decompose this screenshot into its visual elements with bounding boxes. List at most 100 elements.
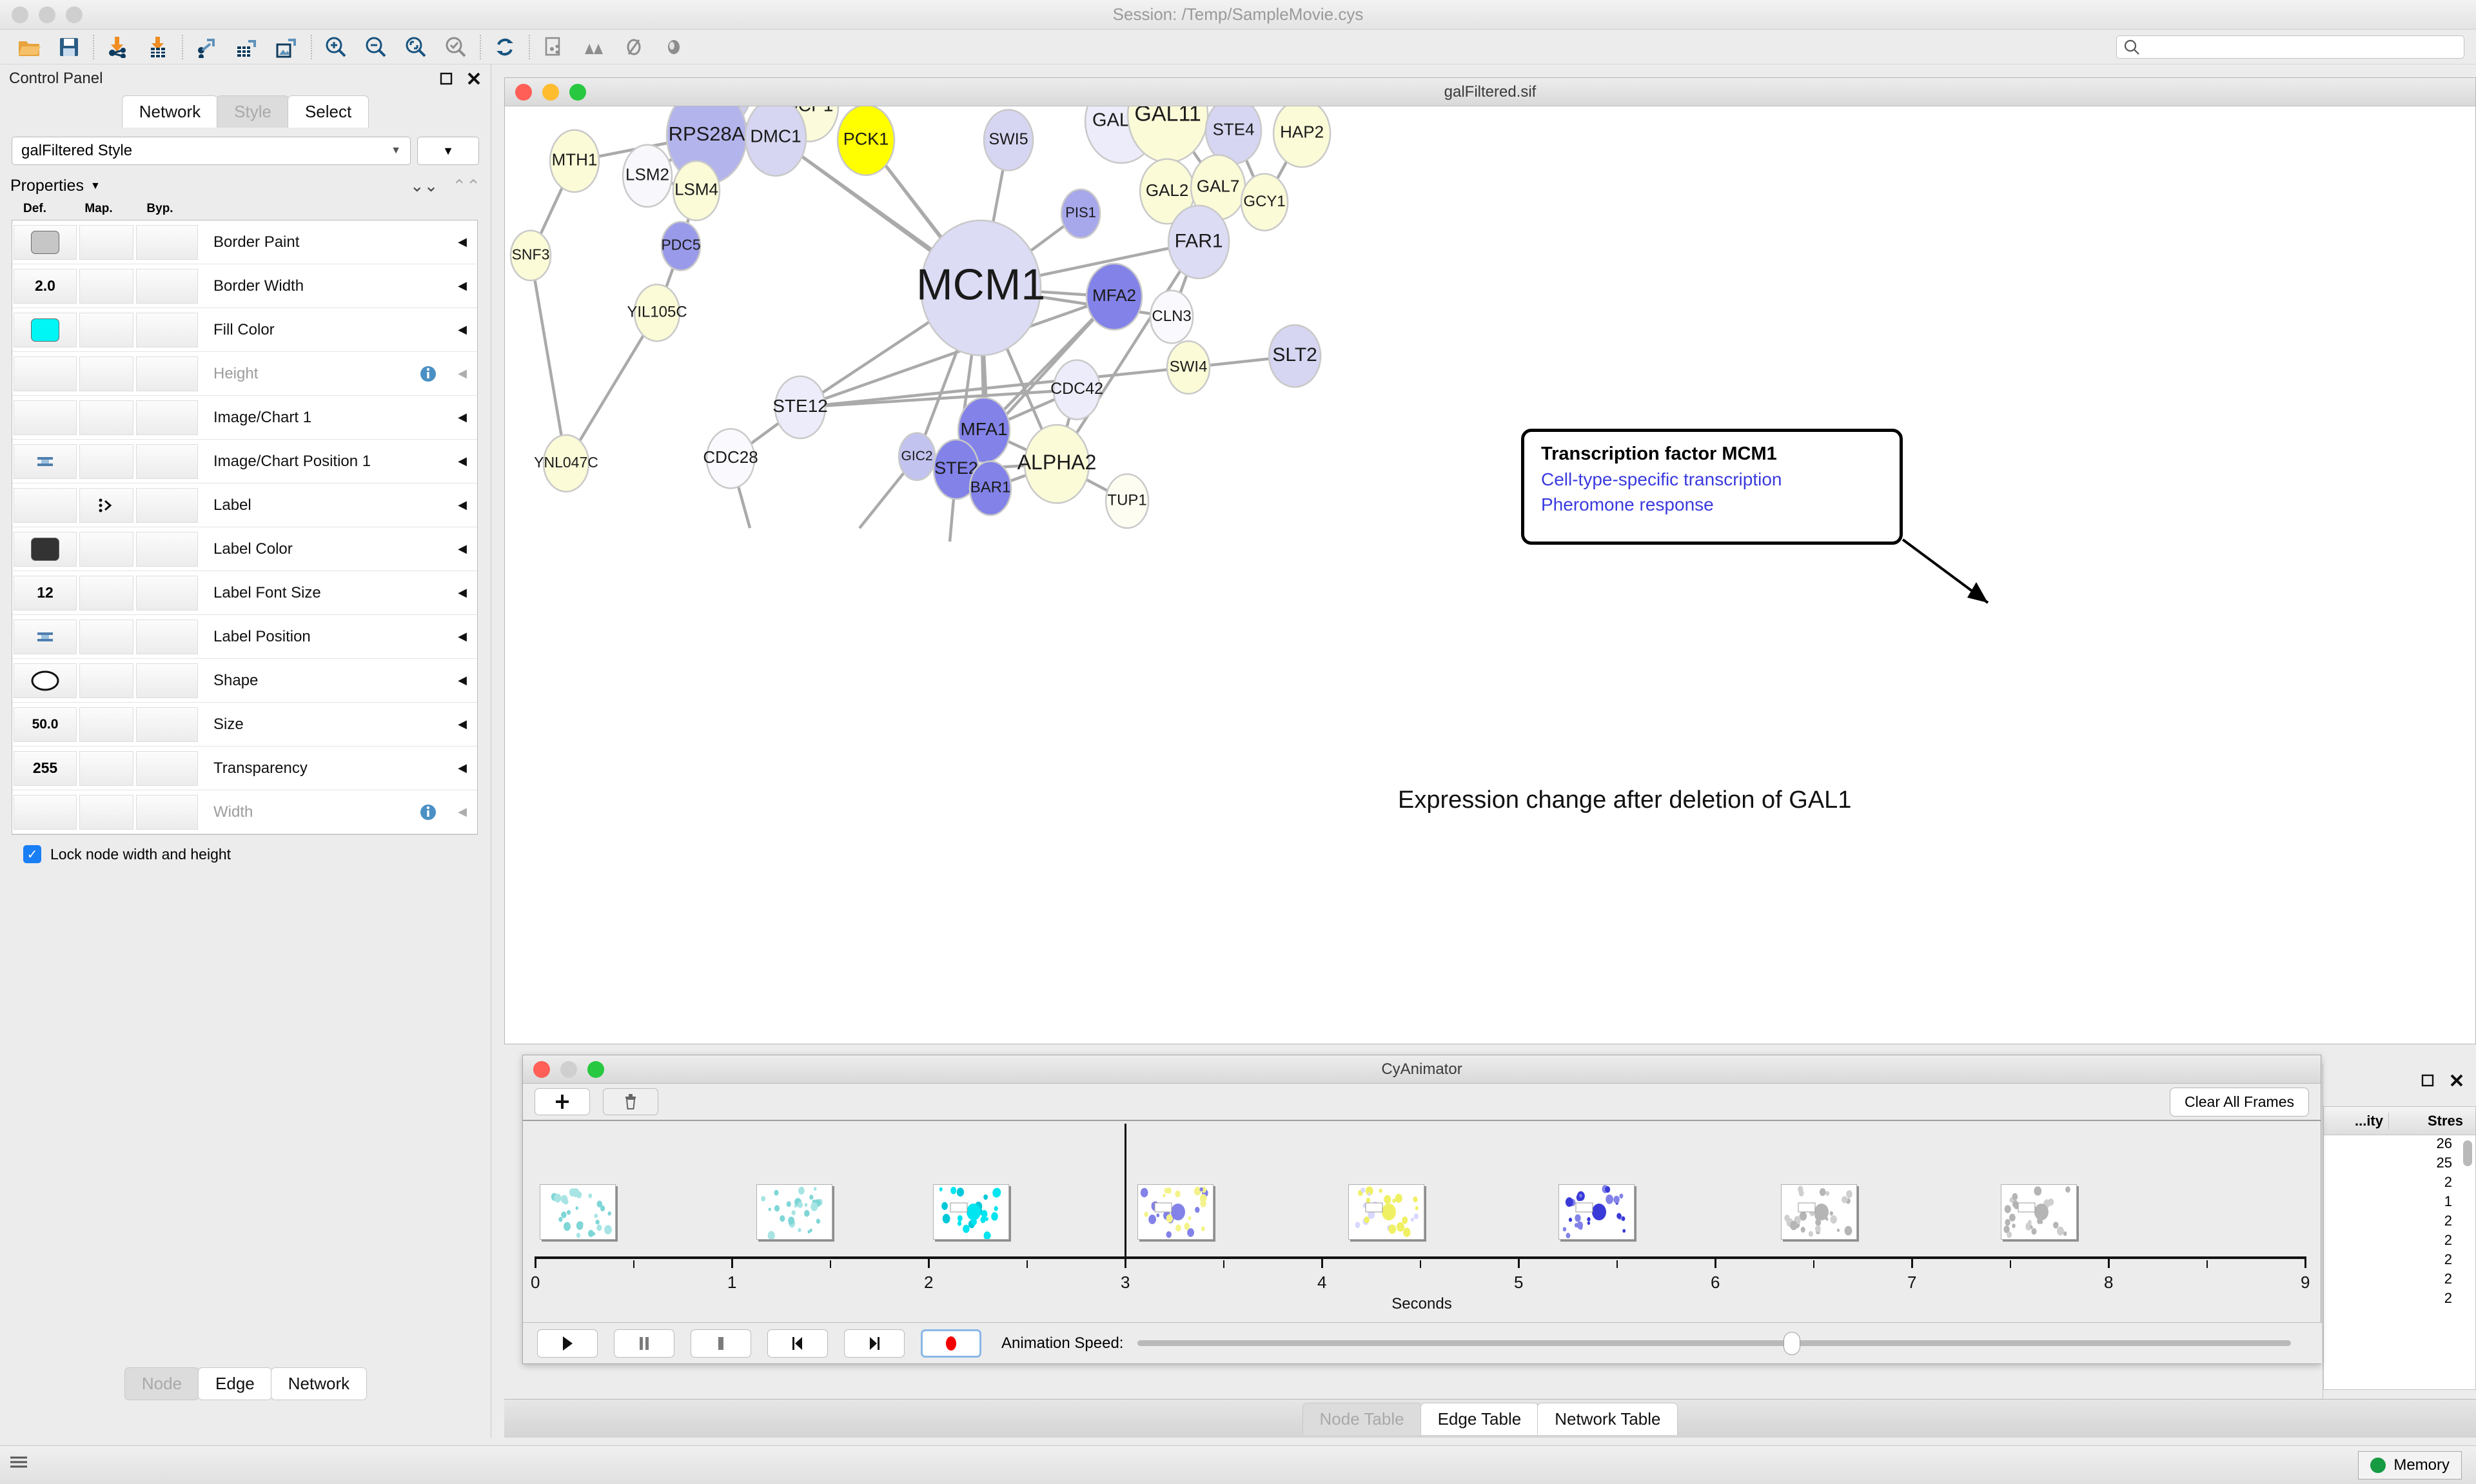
timeline-frame[interactable]	[1348, 1184, 1424, 1240]
network-node[interactable]: TUP1	[1106, 474, 1148, 528]
network-node[interactable]: CLN3	[1150, 291, 1193, 344]
table-cell[interactable]: 2	[2324, 1232, 2475, 1251]
property-default-cell[interactable]	[14, 488, 77, 523]
next-frame-button[interactable]	[844, 1329, 905, 1358]
network-node[interactable]: PIS1	[1061, 190, 1100, 238]
close-window-button[interactable]	[12, 6, 28, 23]
expand-arrow-icon[interactable]: ◀	[458, 454, 467, 468]
property-default-cell[interactable]	[14, 532, 77, 567]
close-icon[interactable]	[2449, 1073, 2464, 1088]
network-node[interactable]: ALPHA2	[1017, 425, 1097, 503]
color-swatch[interactable]	[31, 231, 59, 254]
property-bypass-cell[interactable]	[136, 313, 198, 347]
info-icon[interactable]	[419, 365, 437, 383]
property-mapping-cell[interactable]	[79, 663, 133, 698]
table-cell[interactable]: 2	[2324, 1290, 2475, 1309]
property-default-cell[interactable]: 255	[14, 751, 77, 786]
property-row[interactable]: Image/Chart Position 1 ◀	[12, 440, 477, 483]
expand-arrow-icon[interactable]: ◀	[458, 674, 467, 687]
table-panel-body[interactable]: ...ity Stres 26 25 2 1 2 2 2 2 2	[2323, 1106, 2476, 1390]
network-node[interactable]: MCM1	[916, 220, 1045, 355]
property-row[interactable]: 12 Label Font Size ◀	[12, 571, 477, 615]
table-cell[interactable]: 2	[2324, 1251, 2475, 1271]
property-mapping-cell[interactable]	[79, 532, 133, 567]
property-row[interactable]: Fill Color ◀	[12, 308, 477, 352]
property-row[interactable]: Label ◀	[12, 483, 477, 527]
tab-network-style[interactable]: Network	[271, 1367, 367, 1400]
window-traffic-lights[interactable]	[12, 6, 83, 23]
property-bypass-cell[interactable]	[136, 400, 198, 435]
property-mapping-cell[interactable]	[79, 225, 133, 260]
property-mapping-cell[interactable]	[79, 313, 133, 347]
property-default-cell[interactable]	[14, 795, 77, 830]
export-network-icon[interactable]	[187, 30, 227, 64]
timeline-frame[interactable]	[933, 1184, 1009, 1240]
property-mapping-cell[interactable]	[79, 269, 133, 304]
play-button[interactable]	[537, 1329, 598, 1358]
table-cell[interactable]: 25	[2324, 1155, 2475, 1174]
property-row[interactable]: Width ◀	[12, 790, 477, 834]
clear-all-frames-button[interactable]: Clear All Frames	[2170, 1088, 2309, 1117]
close-cyanimator-button[interactable]	[533, 1061, 550, 1078]
property-bypass-cell[interactable]	[136, 356, 198, 391]
property-row[interactable]: Shape ◀	[12, 659, 477, 703]
open-folder-icon[interactable]	[9, 30, 49, 64]
maximize-network-button[interactable]	[569, 84, 586, 101]
record-button[interactable]	[921, 1329, 981, 1358]
stop-button[interactable]	[691, 1329, 751, 1358]
timeline-frame[interactable]	[540, 1184, 616, 1240]
zoom-out-icon[interactable]	[356, 30, 396, 64]
expand-all-icon[interactable]: ⌄⌄	[410, 176, 438, 196]
network-node[interactable]: YIL105C	[627, 284, 687, 341]
property-default-cell[interactable]	[14, 620, 77, 654]
timeline-frame[interactable]	[1781, 1184, 1857, 1240]
animation-speed-slider[interactable]	[1137, 1340, 2291, 1346]
network-node[interactable]: BAR1	[970, 462, 1011, 516]
network-node[interactable]: PDC5	[661, 222, 700, 270]
color-swatch[interactable]	[31, 538, 59, 561]
expand-arrow-icon[interactable]: ◀	[458, 498, 467, 512]
hide-icon[interactable]	[614, 30, 654, 64]
property-mapping-cell[interactable]	[79, 707, 133, 742]
property-default-cell[interactable]	[14, 663, 77, 698]
minimize-cyanimator-button[interactable]	[560, 1061, 577, 1078]
network-node[interactable]: LSM4	[673, 161, 720, 220]
maximize-cyanimator-button[interactable]	[587, 1061, 604, 1078]
property-mapping-cell[interactable]	[79, 488, 133, 523]
status-list-icon[interactable]	[9, 1455, 28, 1475]
property-mapping-cell[interactable]	[79, 356, 133, 391]
network-node[interactable]: SNF3	[511, 231, 551, 280]
chevron-down-icon[interactable]: ▼	[90, 181, 101, 192]
table-scrollbar[interactable]	[2463, 1140, 2472, 1166]
timeline-frame[interactable]	[1558, 1184, 1635, 1240]
network-traffic-lights[interactable]	[515, 84, 586, 101]
table-cell[interactable]: 1	[2324, 1193, 2475, 1213]
float-panel-icon[interactable]	[2421, 1073, 2435, 1088]
style-options-button[interactable]: ▼	[417, 137, 479, 165]
expand-arrow-icon[interactable]: ◀	[458, 411, 467, 424]
network-node[interactable]: SLT2	[1269, 325, 1321, 387]
close-icon[interactable]	[466, 71, 482, 86]
network-node[interactable]: MFA2	[1086, 264, 1142, 330]
minimize-window-button[interactable]	[39, 6, 55, 23]
network-node[interactable]: SWI4	[1167, 341, 1210, 394]
lock-node-size-row[interactable]: ✓ Lock node width and height	[23, 845, 491, 863]
table-cell[interactable]: 26	[2324, 1135, 2475, 1155]
tab-network-table[interactable]: Network Table	[1537, 1403, 1678, 1435]
property-mapping-cell[interactable]	[79, 400, 133, 435]
property-bypass-cell[interactable]	[136, 751, 198, 786]
new-network-icon[interactable]	[534, 30, 574, 64]
network-node[interactable]: LSM2	[623, 145, 672, 207]
property-row[interactable]: Height ◀	[12, 352, 477, 396]
column-header-centrality[interactable]: ...ity	[2324, 1113, 2388, 1129]
property-row[interactable]: 2.0 Border Width ◀	[12, 264, 477, 308]
tab-node[interactable]: Node	[124, 1367, 199, 1400]
animation-speed-knob[interactable]	[1783, 1332, 1800, 1355]
network-node[interactable]: GCY1	[1241, 174, 1288, 231]
zoom-fit-icon[interactable]	[396, 30, 436, 64]
minimize-network-button[interactable]	[542, 84, 559, 101]
tab-select[interactable]: Select	[288, 95, 369, 128]
expand-arrow-icon[interactable]: ◀	[458, 586, 467, 600]
table-cell[interactable]: 2	[2324, 1213, 2475, 1232]
property-bypass-cell[interactable]	[136, 576, 198, 610]
